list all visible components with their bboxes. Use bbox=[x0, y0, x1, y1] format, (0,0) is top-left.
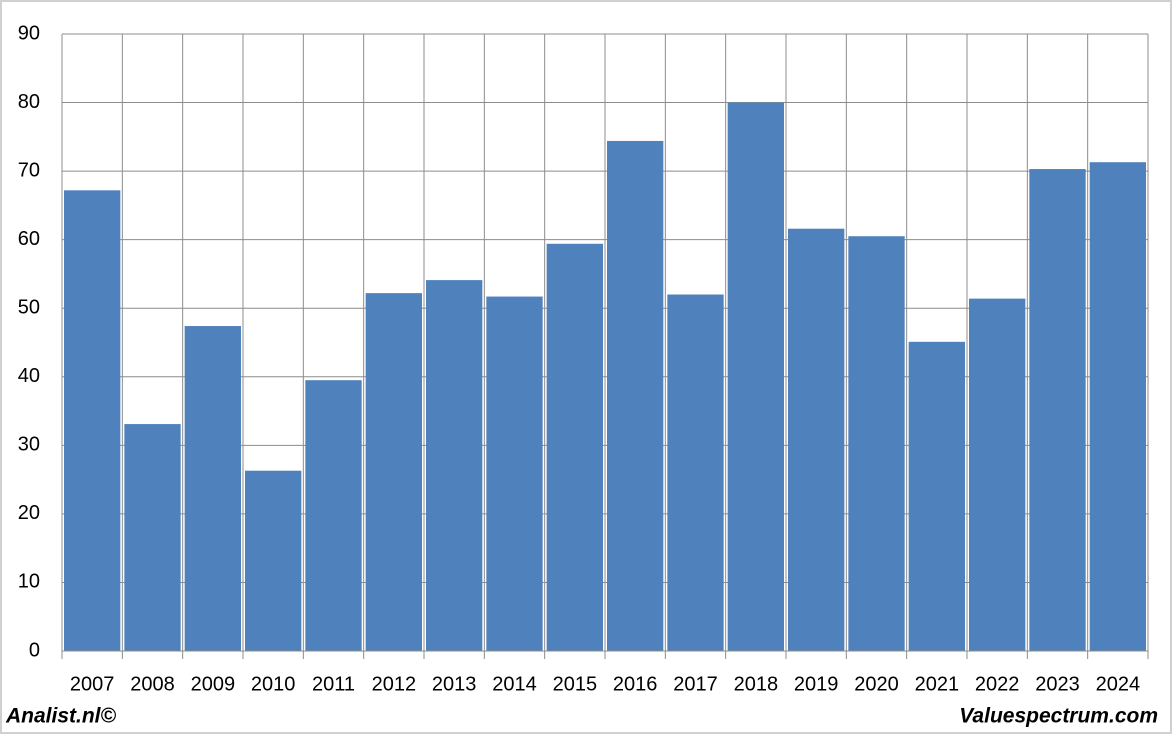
bar bbox=[667, 294, 724, 651]
y-tick-label: 0 bbox=[29, 639, 40, 661]
x-tick-label: 2023 bbox=[1035, 673, 1080, 695]
bar bbox=[184, 326, 241, 651]
y-tick-label: 40 bbox=[18, 365, 40, 387]
x-tick-label: 2008 bbox=[130, 673, 175, 695]
x-tick-label: 2022 bbox=[975, 673, 1020, 695]
x-tick-label: 2013 bbox=[432, 673, 477, 695]
bar bbox=[788, 228, 845, 651]
bar bbox=[486, 296, 543, 651]
bar bbox=[124, 424, 181, 651]
y-tick-label: 10 bbox=[18, 571, 40, 593]
bar bbox=[546, 243, 603, 651]
y-tick-label: 70 bbox=[18, 159, 40, 181]
y-tick-label: 50 bbox=[18, 297, 40, 319]
y-tick-label: 30 bbox=[18, 434, 40, 456]
y-tick-label: 60 bbox=[18, 228, 40, 250]
x-tick-label: 2014 bbox=[492, 673, 537, 695]
x-tick-label: 2019 bbox=[794, 673, 839, 695]
x-tick-label: 2017 bbox=[673, 673, 718, 695]
bar bbox=[607, 140, 664, 652]
x-tick-label: 2024 bbox=[1096, 673, 1141, 695]
bar bbox=[64, 190, 121, 651]
x-tick-label: 2011 bbox=[312, 673, 355, 695]
y-tick-label: 90 bbox=[18, 22, 40, 44]
y-tick-label: 20 bbox=[18, 502, 40, 524]
x-tick-label: 2018 bbox=[734, 673, 779, 695]
x-tick-label: 2015 bbox=[553, 673, 598, 695]
bar bbox=[969, 298, 1026, 651]
bar bbox=[848, 236, 905, 651]
bar bbox=[908, 341, 965, 651]
x-tick-label: 2012 bbox=[372, 673, 417, 695]
x-tick-label: 2021 bbox=[915, 673, 960, 695]
bar bbox=[1089, 162, 1146, 651]
x-tick-label: 2020 bbox=[854, 673, 899, 695]
y-tick-label: 80 bbox=[18, 91, 40, 113]
x-tick-label: 2009 bbox=[191, 673, 236, 695]
bar bbox=[426, 280, 483, 651]
bar bbox=[365, 293, 422, 651]
bar bbox=[245, 470, 302, 651]
x-tick-label: 2010 bbox=[251, 673, 296, 695]
bar bbox=[1029, 169, 1086, 651]
footer-right: Valuespectrum.com bbox=[959, 705, 1158, 728]
x-tick-label: 2007 bbox=[70, 673, 115, 695]
x-tick-label: 2016 bbox=[613, 673, 658, 695]
bar bbox=[727, 102, 784, 652]
footer-left: Analist.nl© bbox=[5, 705, 117, 728]
bar bbox=[305, 380, 362, 651]
